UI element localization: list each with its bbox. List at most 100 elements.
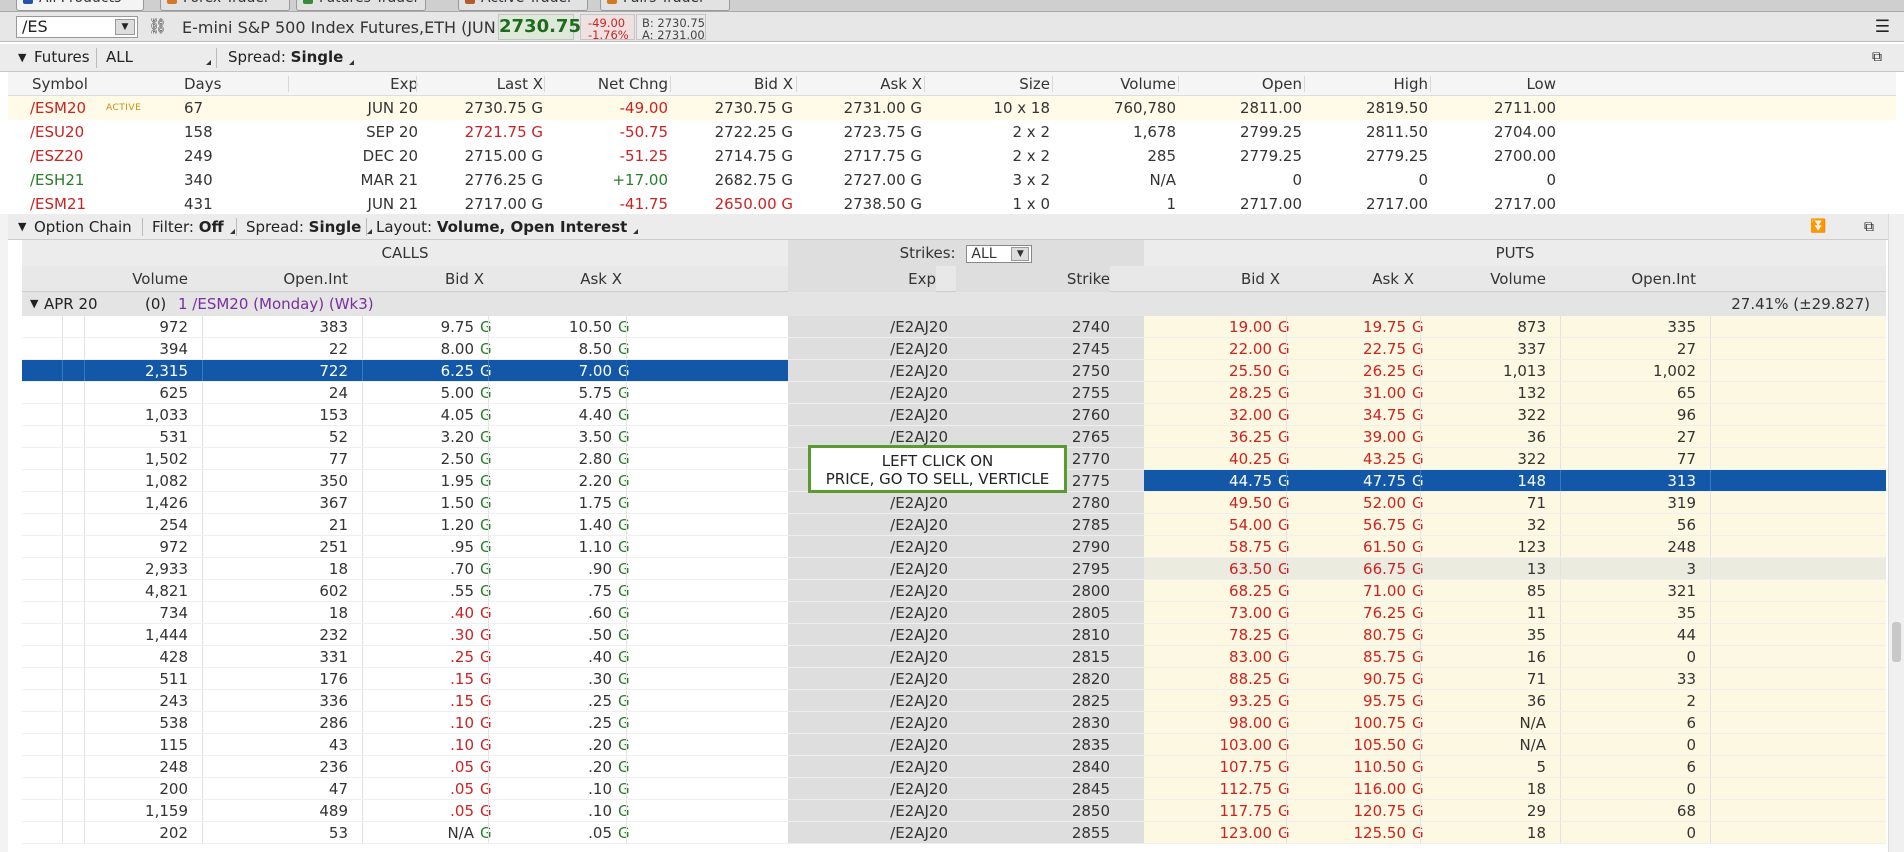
call-volume[interactable]: 2,315	[145, 362, 188, 380]
call-volume[interactable]: 394	[159, 340, 188, 358]
put-ask[interactable]: 105.50	[1353, 736, 1407, 754]
put-open-interest[interactable]: 6	[1686, 758, 1696, 776]
put-open-interest[interactable]: 27	[1676, 340, 1696, 358]
futures-row[interactable]: /ESH21 340 MAR 21 2776.25 G +17.00 2682.75 G 2…	[8, 168, 1896, 192]
put-open-interest[interactable]: 56	[1676, 516, 1696, 534]
put-open-interest[interactable]: 27	[1676, 428, 1696, 446]
call-ask[interactable]: 7.00	[578, 362, 612, 380]
option-row[interactable]: 200 47 .05 .10 112.75 116.00 18 0 G G G G/E2AJ20 284…	[22, 778, 1886, 800]
put-open-interest[interactable]: 335	[1667, 318, 1696, 336]
call-bid[interactable]: 5.00	[440, 384, 474, 402]
futures-ask[interactable]: 2738.50 G	[843, 195, 922, 213]
put-bid[interactable]: 19.00	[1229, 318, 1272, 336]
call-col-header[interactable]: Volume	[132, 270, 188, 288]
option-row[interactable]: 2,315 722 6.25 7.00 25.50 26.25 1,013 1,002 G G G G…	[22, 360, 1886, 382]
call-ask[interactable]: .90	[588, 560, 612, 578]
futures-col-header[interactable]: Low	[1526, 75, 1556, 93]
put-volume[interactable]: 148	[1517, 472, 1546, 490]
product-tab[interactable]: Pairs Trader	[600, 0, 730, 11]
call-ask[interactable]: 1.40	[578, 516, 612, 534]
put-ask[interactable]: 110.50	[1353, 758, 1407, 776]
call-ask[interactable]: .40	[588, 648, 612, 666]
call-ask[interactable]: 1.10	[578, 538, 612, 556]
call-ask[interactable]: 10.50	[569, 318, 612, 336]
futures-col-header[interactable]: Volume	[1120, 75, 1176, 93]
futures-spread-selector[interactable]: Spread: Single	[228, 44, 355, 71]
put-volume[interactable]: 71	[1526, 494, 1546, 512]
call-bid[interactable]: .70	[450, 560, 474, 578]
put-ask[interactable]: 80.75	[1363, 626, 1406, 644]
chain-popout-icon[interactable]: ⧉	[1864, 219, 1874, 235]
put-bid[interactable]: 98.00	[1229, 714, 1272, 732]
call-volume[interactable]: 1,082	[145, 472, 188, 490]
put-ask[interactable]: 39.00	[1363, 428, 1406, 446]
call-bid[interactable]: .05	[450, 802, 474, 820]
call-bid[interactable]: 4.05	[440, 406, 474, 424]
put-volume[interactable]: 32	[1526, 516, 1546, 534]
put-volume[interactable]: 873	[1517, 318, 1546, 336]
call-open-interest[interactable]: 21	[328, 516, 348, 534]
put-bid[interactable]: 93.25	[1229, 692, 1272, 710]
call-volume[interactable]: 428	[159, 648, 188, 666]
link-icon[interactable]: ⛓	[148, 17, 168, 35]
symbol-input[interactable]: /ES ▼	[16, 16, 138, 38]
put-bid[interactable]: 63.50	[1229, 560, 1272, 578]
futures-ask[interactable]: 2727.00 G	[843, 171, 922, 189]
put-ask[interactable]: 56.75	[1363, 516, 1406, 534]
call-open-interest[interactable]: 367	[319, 494, 348, 512]
futures-bid[interactable]: 2722.25 G	[714, 123, 793, 141]
call-bid[interactable]: .05	[450, 780, 474, 798]
put-volume[interactable]: 5	[1536, 758, 1546, 776]
futures-col-header[interactable]: Bid X	[753, 75, 793, 93]
put-open-interest[interactable]: 248	[1667, 538, 1696, 556]
put-bid[interactable]: 73.00	[1229, 604, 1272, 622]
put-bid[interactable]: 44.75	[1229, 472, 1272, 490]
put-bid[interactable]: 58.75	[1229, 538, 1272, 556]
call-bid[interactable]: .15	[450, 692, 474, 710]
put-volume[interactable]: 13	[1526, 560, 1546, 578]
product-tab[interactable]: Active Trader	[458, 0, 588, 11]
put-open-interest[interactable]: 33	[1676, 670, 1696, 688]
call-open-interest[interactable]: 236	[319, 758, 348, 776]
call-col-header[interactable]: Bid X	[444, 270, 484, 288]
put-ask[interactable]: 116.00	[1353, 780, 1407, 798]
expand-expiration-icon[interactable]: ▼	[30, 297, 39, 310]
futures-filter[interactable]: ALL	[106, 44, 211, 71]
futures-col-header[interactable]: High	[1393, 75, 1428, 93]
product-tab[interactable]: All Products	[16, 0, 144, 11]
call-ask[interactable]: .25	[588, 692, 612, 710]
call-volume[interactable]: 531	[159, 428, 188, 446]
put-ask[interactable]: 125.50	[1353, 824, 1407, 842]
call-open-interest[interactable]: 24	[328, 384, 348, 402]
option-row[interactable]: 511 176 .15 .30 88.25 90.75 71 33 G G G G/E2AJ20 282…	[22, 668, 1886, 690]
call-volume[interactable]: 972	[159, 538, 188, 556]
futures-row[interactable]: /ESZ20 249 DEC 20 2715.00 G -51.25 2714.75 G 2…	[8, 144, 1896, 168]
product-tab[interactable]: Futures Trader	[296, 0, 426, 11]
put-col-header[interactable]: Open.Int	[1631, 270, 1696, 288]
chain-spread-selector[interactable]: Spread: Single	[246, 214, 373, 240]
put-volume[interactable]: 16	[1526, 648, 1546, 666]
option-row[interactable]: 243 336 .15 .25 93.25 95.75 36 2 G G G G/E2AJ20 2825	[22, 690, 1886, 712]
call-ask[interactable]: .20	[588, 736, 612, 754]
put-open-interest[interactable]: 96	[1676, 406, 1696, 424]
call-volume[interactable]: 538	[159, 714, 188, 732]
put-bid[interactable]: 68.25	[1229, 582, 1272, 600]
futures-row[interactable]: /ESM21 431 JUN 21 2717.00 G -41.75 2650.00 G 2…	[8, 192, 1896, 216]
put-volume[interactable]: 11	[1526, 604, 1546, 622]
put-open-interest[interactable]: 0	[1686, 736, 1696, 754]
call-bid[interactable]: .30	[450, 626, 474, 644]
call-volume[interactable]: 202	[159, 824, 188, 842]
futures-last[interactable]: 2717.00 G	[464, 195, 543, 213]
call-bid[interactable]: .05	[450, 758, 474, 776]
put-col-header[interactable]: Ask X	[1372, 270, 1414, 288]
put-volume[interactable]: 85	[1526, 582, 1546, 600]
call-open-interest[interactable]: 153	[319, 406, 348, 424]
put-ask[interactable]: 66.75	[1363, 560, 1406, 578]
put-open-interest[interactable]: 313	[1667, 472, 1696, 490]
call-ask[interactable]: .60	[588, 604, 612, 622]
menu-icon[interactable]: ☰	[1874, 17, 1890, 37]
call-open-interest[interactable]: 232	[319, 626, 348, 644]
put-volume[interactable]: 36	[1526, 692, 1546, 710]
option-chain-label[interactable]: Option Chain	[34, 218, 132, 236]
scrollbar-thumb[interactable]	[1892, 622, 1901, 662]
